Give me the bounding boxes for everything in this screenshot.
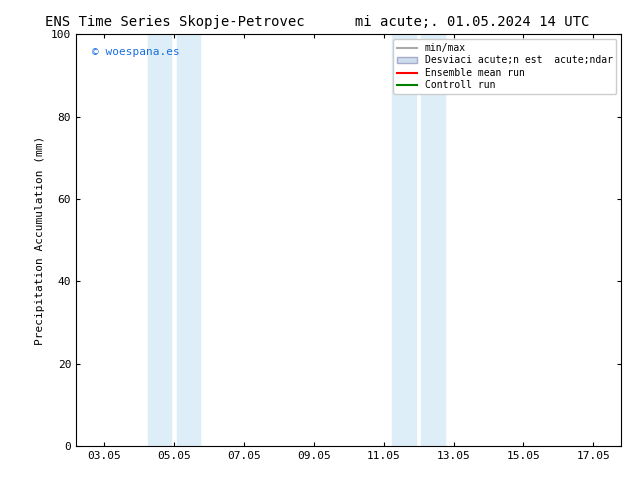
Text: © woespana.es: © woespana.es [93,47,180,57]
Bar [392,34,416,446]
Y-axis label: Precipitation Accumulation (mm): Precipitation Accumulation (mm) [36,135,46,345]
Legend: min/max, Desviaci acute;n est  acute;ndar, Ensemble mean run, Controll run: min/max, Desviaci acute;n est acute;ndar… [394,39,616,94]
Bar [422,34,445,446]
Bar [177,34,200,446]
Text: ENS Time Series Skopje-Petrovec      mi acute;. 01.05.2024 14 UTC: ENS Time Series Skopje-Petrovec mi acute… [45,15,589,29]
Bar [148,34,171,446]
